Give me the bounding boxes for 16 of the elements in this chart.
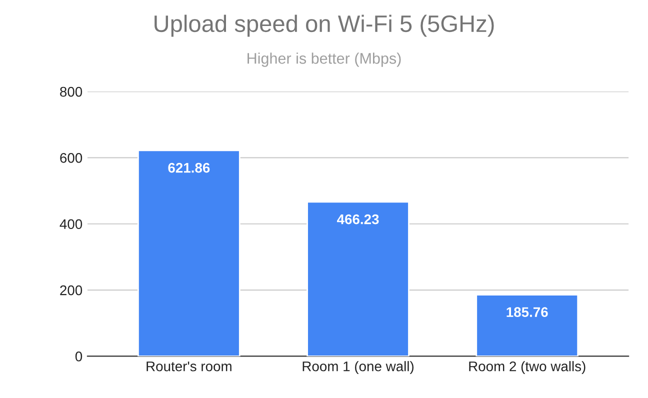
data-label: 466.23	[336, 214, 379, 224]
x-tick-label: Room 2 (two walls)	[469, 361, 586, 374]
data-label: 621.86	[168, 162, 210, 173]
chart-subtitle: Higher is better (Mbps)	[248, 52, 401, 67]
y-tick-label: 600	[60, 153, 82, 163]
x-tick-label: Room 1 (one wall)	[302, 361, 414, 374]
y-tick-label: 0	[75, 352, 82, 362]
y-tick-label: 400	[60, 219, 82, 230]
y-tick-label: 200	[60, 285, 82, 296]
chart-title: Upload speed on Wi-Fi 5 (5GHz)	[154, 14, 494, 37]
bar	[138, 150, 240, 356]
y-tick-label: 800	[60, 86, 82, 97]
x-tick-label: Router's room	[146, 362, 232, 372]
bar	[476, 294, 579, 356]
bar	[306, 201, 410, 356]
data-label: 185.76	[506, 307, 548, 318]
